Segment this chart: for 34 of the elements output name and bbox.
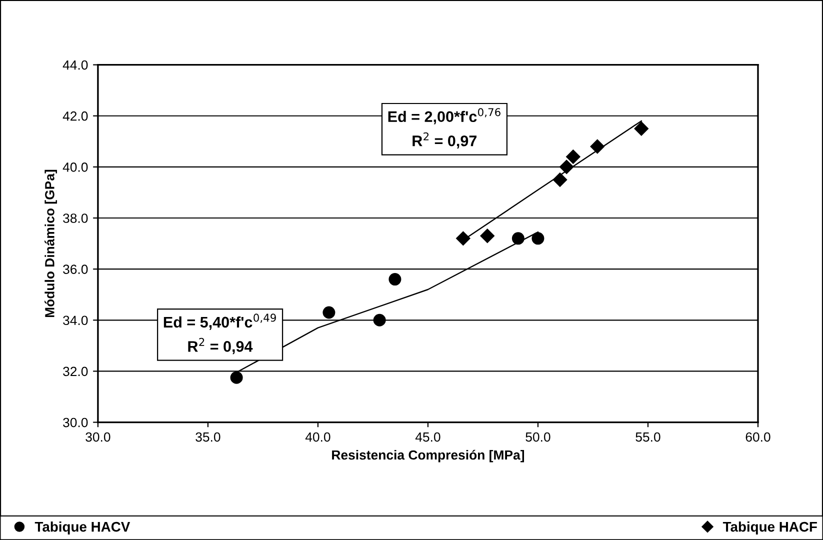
text: Ed = 5,40*f'c$^{0,49}$ R$^{2}$ = 0,94 [164, 314, 276, 354]
point [512, 232, 524, 245]
y-tick-label: 30.0 [63, 418, 88, 428]
legend-label: Tabique HACV [34, 521, 130, 534]
point [456, 231, 470, 246]
point [634, 122, 648, 136]
point [532, 232, 544, 245]
x-tick-label: 55.0 [636, 432, 660, 442]
y-tick-label: 34.0 [63, 316, 88, 326]
legend-label: Tabique HACF [722, 521, 817, 534]
y-tick-label: 32.0 [63, 366, 88, 376]
point [388, 273, 402, 286]
y-axis-title: Módulo Dinámico [GPa] [44, 170, 57, 318]
x-axis-title: Resistencia Compresión [MPa] [332, 450, 524, 462]
text: Ed = 2,00*f'c$^{0,76}$ R$^{2}$ = 0,97 [388, 108, 500, 149]
point [322, 306, 336, 319]
x-tick-label: 50.0 [526, 432, 550, 442]
point [552, 172, 568, 187]
y-tick-label: 38.0 [63, 214, 88, 223]
point [230, 371, 243, 384]
x-tick-label: 60.0 [746, 432, 770, 442]
point [559, 160, 574, 174]
point [480, 228, 494, 243]
y-tick-label: 44.0 [62, 60, 88, 70]
x-tick-label: 30.0 [86, 432, 110, 442]
point [566, 150, 580, 164]
x-tick-label: 40.0 [305, 432, 330, 442]
y-tick-label: 36.0 [63, 264, 88, 274]
y-tick-label: 40.0 [62, 162, 88, 172]
x-tick-label: 35.0 [196, 432, 220, 442]
point [373, 314, 386, 326]
x-tick-label: 45.0 [415, 432, 440, 442]
point [590, 139, 604, 154]
y-tick-label: 42.0 [62, 111, 88, 121]
